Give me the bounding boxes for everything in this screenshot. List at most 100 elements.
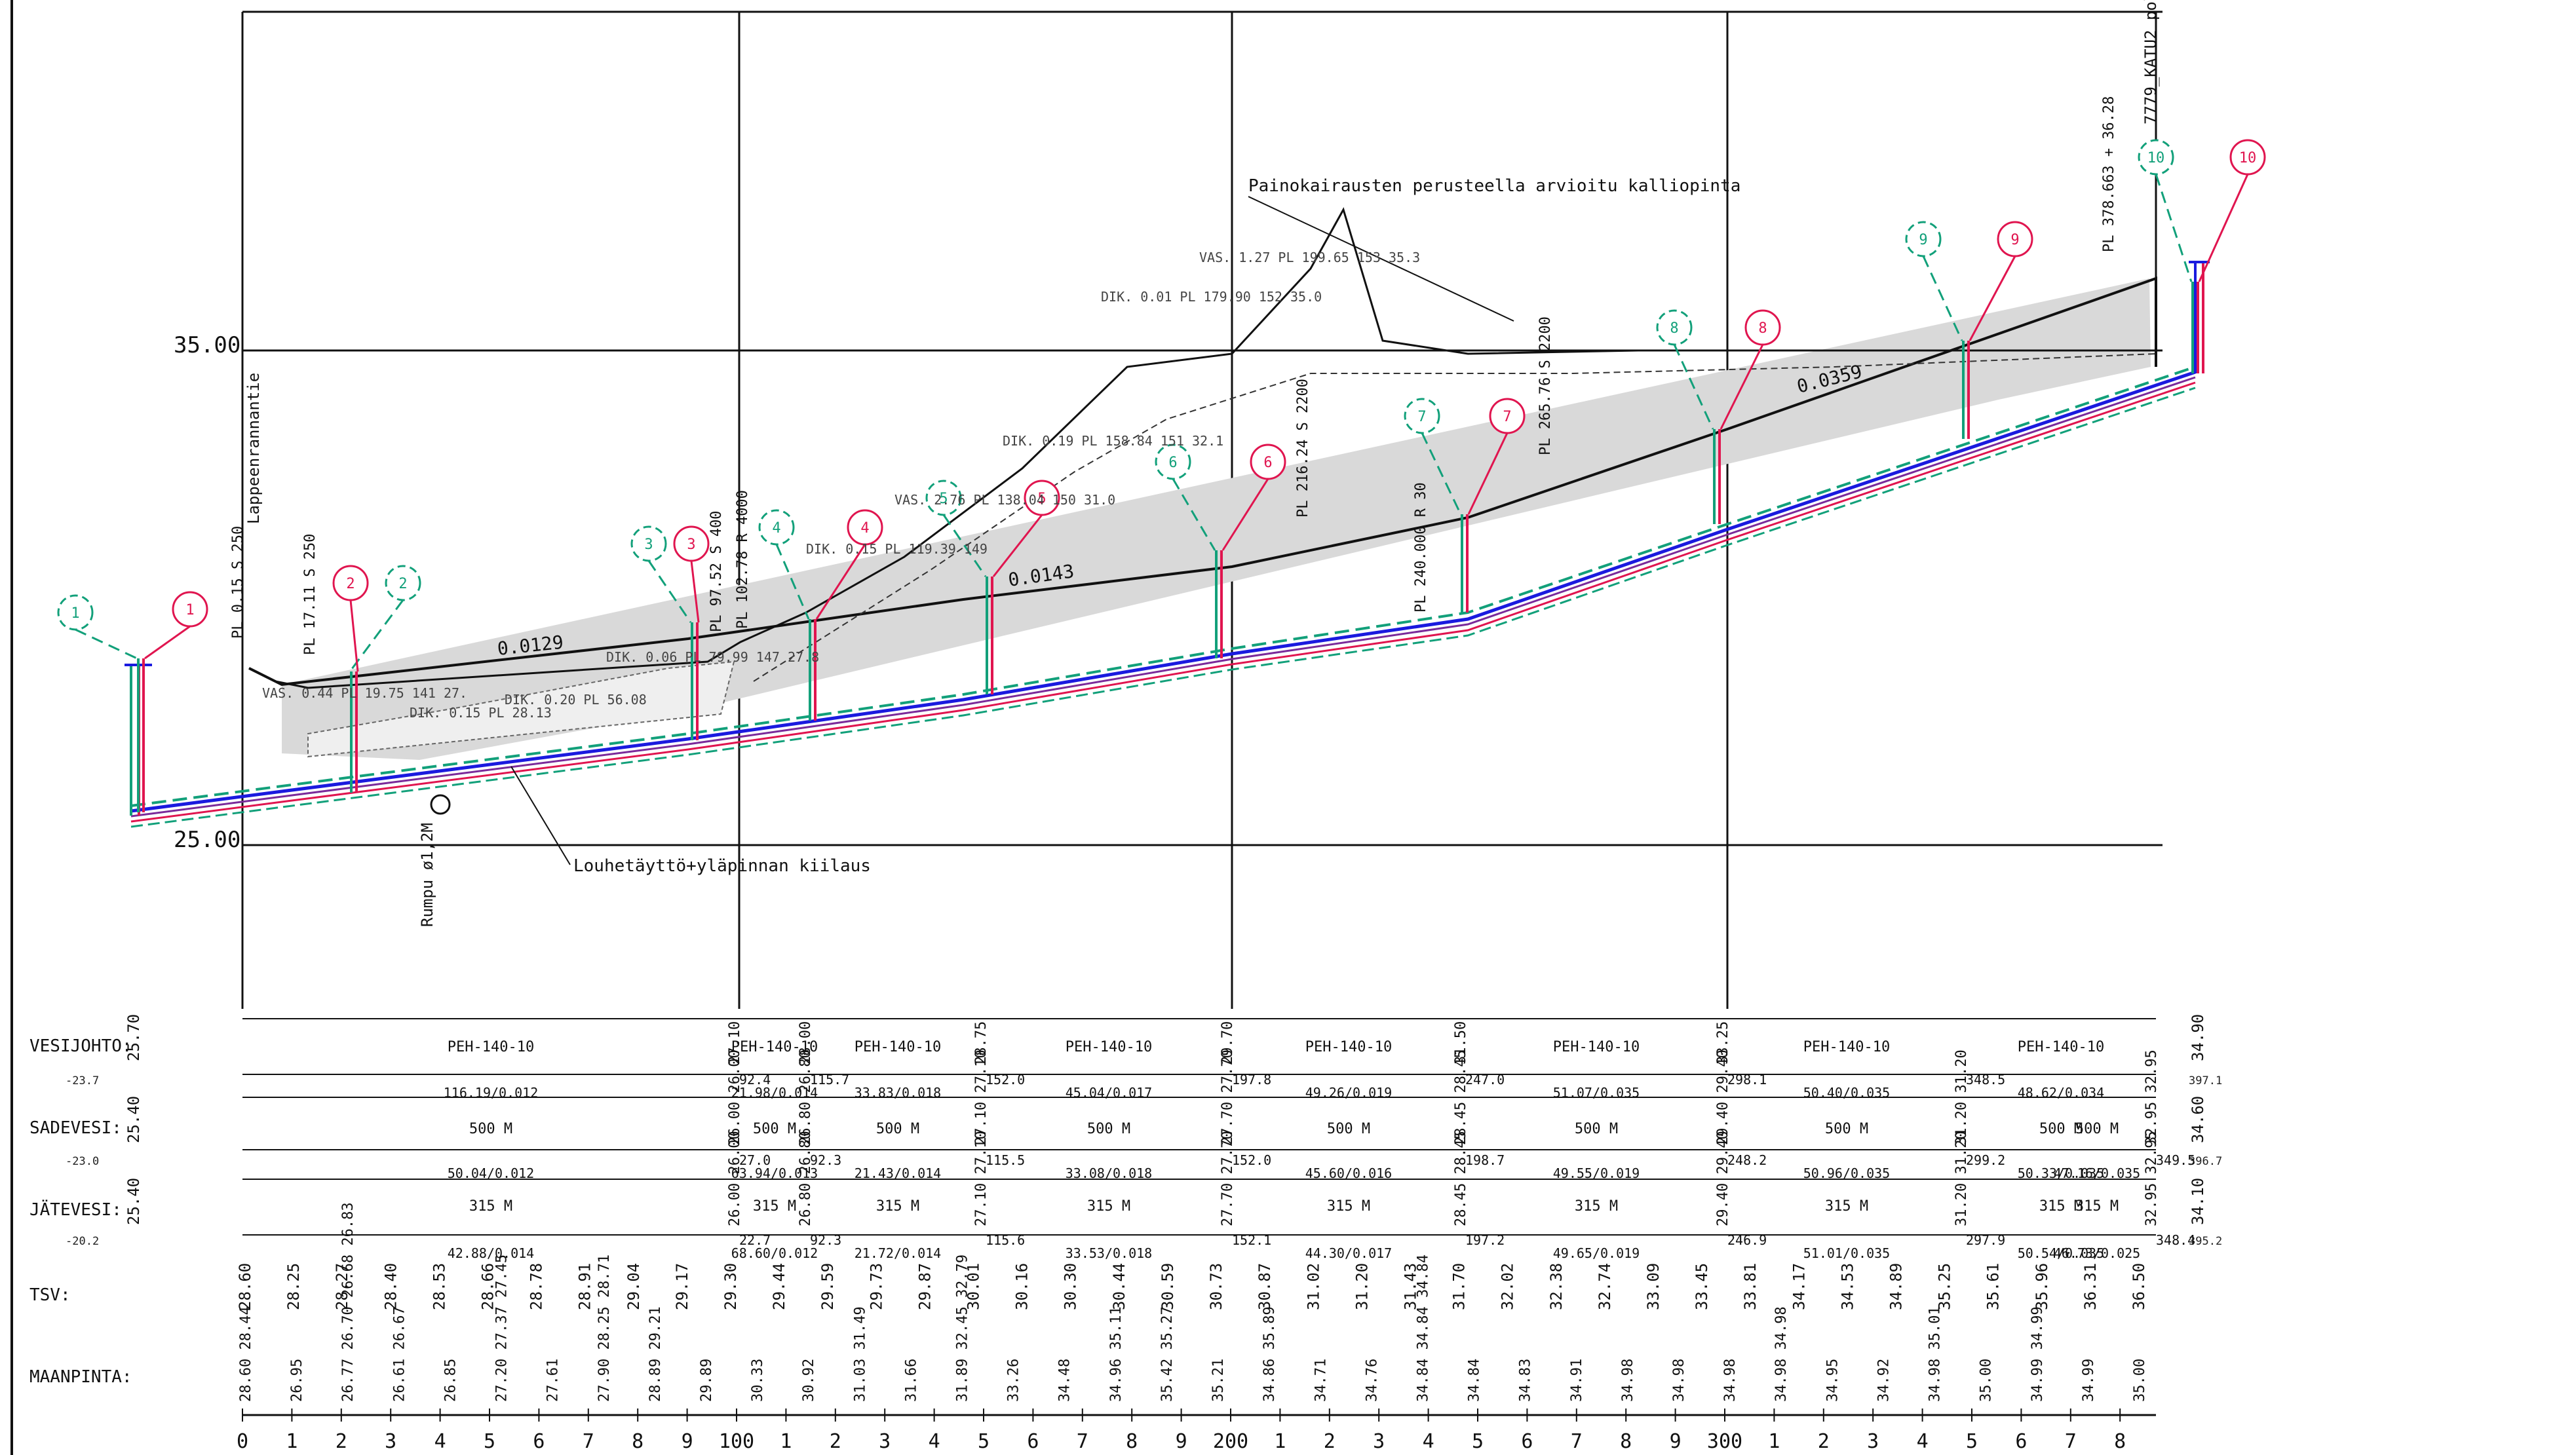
tsv-value: 31.20 [1353, 1263, 1371, 1310]
table-node-elev: 28.45 28.45 [1453, 1049, 1469, 1145]
well-leader-red [1467, 432, 1509, 515]
well-leader-green [942, 514, 987, 577]
axis-tick-label: 7 [2065, 1430, 2077, 1453]
maanpinta-value: 34.91 [1569, 1359, 1585, 1402]
tsv-value: 33.09 [1644, 1263, 1663, 1310]
alignment-tags: PL 0.15 S 250 PL 17.11 S 250 PL 97.52 S 40… [230, 96, 2117, 721]
tsv-value: 30.87 [1256, 1263, 1274, 1310]
fill-note-leader [510, 766, 571, 865]
jatevesi-start-depth: -20.2 [66, 1235, 99, 1248]
pipe-blue [130, 370, 2196, 813]
well-id-circle-red [1024, 480, 1060, 516]
alignment-tag: PL 265.76 S 2200 [1537, 316, 1554, 455]
maanpinta-value: 35.00 [1978, 1359, 1995, 1402]
table-segment: 315 M [1327, 1198, 1370, 1215]
table-grade: 51.01/0.035 [1803, 1245, 1890, 1261]
tsv-value: 30.59 [1159, 1263, 1177, 1310]
ground-line [248, 207, 2156, 689]
well-id-circle-green [758, 509, 795, 546]
table-grade: 68.60/0.012 [731, 1245, 818, 1261]
table-station: 246.9 [1727, 1232, 1767, 1248]
vesijohto-end-depth: 397.1 [2189, 1074, 2222, 1087]
table-grade: 46.73/0.025 [2054, 1245, 2140, 1261]
table-grade: 21.72/0.014 [855, 1245, 941, 1261]
alignment-tag: DIK. 0.01 PL 179.90 152 35.0 [1101, 289, 1322, 305]
table-segment: 315 M [1087, 1198, 1130, 1215]
maanpinta-value: 34.71 [1313, 1359, 1329, 1402]
table-segment: PEH-140-10 [448, 1039, 534, 1055]
elev-label-25: 25.00 [174, 827, 240, 853]
tsv-value: 29.73 [867, 1263, 885, 1310]
table-node-elev: 26.00 26.00 [727, 1049, 743, 1145]
table-segment: PEH-140-10 [1305, 1039, 1392, 1055]
maanpinta-value: 34.48 [1057, 1359, 1073, 1402]
table-station: 247.0 [1465, 1072, 1505, 1087]
rock-note-text: Painokairausten perusteella arvioitu kal… [1248, 176, 1740, 196]
table-station: 152.0 [1232, 1152, 1271, 1168]
table-station: 298.1 [1727, 1072, 1767, 1087]
maanpinta-value: 34.84 34.84 34.84 [1415, 1255, 1431, 1402]
well-id-green: 9 [1919, 232, 1927, 248]
axis-tick-label: 3 [385, 1430, 396, 1453]
well-leader-red [2198, 174, 2249, 282]
table-station: 92.3 [810, 1152, 841, 1168]
table-grade: 44.30/0.017 [1305, 1245, 1392, 1261]
well-id-green: 10 [2147, 150, 2165, 166]
axis-tick-label: 8 [1620, 1430, 1632, 1453]
tsv-value: 34.53 [1838, 1263, 1856, 1310]
tsv-value: 34.89 [1887, 1263, 1905, 1310]
design-line [248, 276, 2157, 687]
table-node-elev: 26.00 26.00 [727, 1131, 743, 1226]
table-node-elev: 29.40 29.40 [1715, 1049, 1731, 1145]
maanpinta-value: 35.42 35.27 [1159, 1306, 1176, 1402]
pipe-purple [130, 376, 2196, 818]
well-id-circle-red [847, 509, 883, 546]
tsv-value: 28.27 [333, 1263, 351, 1310]
row-label-sadevesi: SADEVESI: [29, 1118, 122, 1138]
table-node-elev: 28.75 [973, 1021, 990, 1065]
maanpinta-value: 29.89 [699, 1359, 715, 1402]
vesijohto-end-elev: 34.90 [2189, 1014, 2207, 1061]
tsv-value: 36.50 [2130, 1263, 2148, 1310]
table-segment: 500 M [2075, 1121, 2119, 1137]
well-leader-green [1172, 478, 1216, 551]
table-grade: 51.07/0.035 [1553, 1085, 1640, 1101]
maanpinta-value: 33.26 [1006, 1359, 1022, 1402]
jatevesi-end-elev: 34.10 [2189, 1178, 2207, 1225]
table-segment: PEH-140-10 [1066, 1039, 1152, 1055]
pipe-green-lower [130, 387, 2196, 828]
table-segment: 315 M [876, 1198, 919, 1215]
tsv-value: 29.17 [673, 1263, 691, 1310]
alignment-tag: PL 216.24 S 2200 [1295, 379, 1311, 518]
alignment-tag: DIK. 0.15 PL 28.13 [410, 705, 552, 721]
table-grade: 45.60/0.016 [1305, 1165, 1392, 1181]
station-ticks: 0 1 2 3 4 5 6 7 8 9 100 1 2 3 4 5 6 7 8 9 200 1 2 3 4 5 6 7 8 9 300 1 2 3… [237, 1408, 2126, 1453]
well-id-circle-green [385, 565, 421, 601]
tsv-value: 28.66 [479, 1263, 497, 1310]
table-station: 197.2 [1465, 1232, 1505, 1248]
axis-tick-label: 7 [1077, 1430, 1088, 1453]
axis-tick-label: 6 [2015, 1430, 2027, 1453]
tsv-value: 29.59 [818, 1263, 837, 1310]
table-node-elev: 27.10 27.10 [973, 1049, 990, 1145]
table-node-elev: 31.20 31.20 [1953, 1049, 1970, 1145]
table-station: 115.5 [986, 1152, 1025, 1168]
table-grade: 47.16/0.035 [2054, 1165, 2140, 1181]
maanpinta-value: 30.33 [750, 1359, 766, 1402]
tsv-value: 28.40 [381, 1263, 400, 1310]
well-id-circle-green [1404, 398, 1440, 434]
axis-tick-label: 8 [632, 1430, 644, 1453]
maanpinta-value: 35.00 [2132, 1359, 2148, 1402]
tsv-value: 29.87 [915, 1263, 934, 1310]
axis-tick-label: 6 [1027, 1430, 1039, 1453]
tsv-value: 30.73 [1207, 1263, 1225, 1310]
well-leader-red [815, 544, 866, 620]
axis-tick-label: 9 [1176, 1430, 1187, 1453]
maanpinta-value: 34.76 [1364, 1359, 1380, 1402]
maanpinta-value: 26.85 [442, 1359, 459, 1402]
axis-tick-label: 5 [484, 1430, 495, 1453]
well-leader-red [992, 514, 1043, 577]
table-segment: 500 M [753, 1121, 796, 1137]
maanpinta-value: 34.98 [1620, 1359, 1636, 1402]
table-station: 198.7 [1465, 1152, 1505, 1168]
